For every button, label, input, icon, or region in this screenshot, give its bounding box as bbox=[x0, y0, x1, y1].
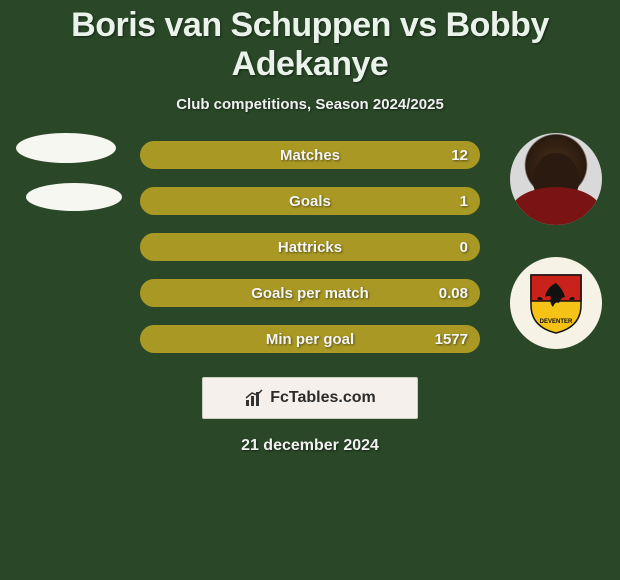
stat-right-value: 12 bbox=[451, 147, 468, 164]
page-title: Boris van Schuppen vs Bobby Adekanye bbox=[0, 6, 620, 84]
stat-label: Hattricks bbox=[278, 239, 342, 256]
comparison-content: DEVENTER Matches 12 Goals 1 Hattricks 0 … bbox=[0, 141, 620, 455]
logo-text: FcTables.com bbox=[270, 389, 376, 407]
left-player-placeholder-2 bbox=[26, 183, 122, 211]
right-club-badge: DEVENTER bbox=[510, 257, 602, 349]
stat-bar-goals-per-match: Goals per match 0.08 bbox=[140, 279, 480, 307]
stat-right-value: 0.08 bbox=[439, 285, 468, 302]
stat-bar-hattricks: Hattricks 0 bbox=[140, 233, 480, 261]
stat-label: Goals per match bbox=[251, 285, 369, 302]
date-text: 21 december 2024 bbox=[0, 437, 620, 455]
stat-bars: Matches 12 Goals 1 Hattricks 0 Goals per… bbox=[140, 141, 480, 353]
stat-right-value: 1 bbox=[460, 193, 468, 210]
stat-right-value: 0 bbox=[460, 239, 468, 256]
stat-bar-matches: Matches 12 bbox=[140, 141, 480, 169]
stat-label: Min per goal bbox=[266, 331, 354, 348]
right-player-photo bbox=[510, 133, 602, 225]
left-player-column bbox=[10, 133, 122, 211]
stat-label: Goals bbox=[289, 193, 331, 210]
left-player-placeholder-1 bbox=[16, 133, 116, 163]
fctables-logo[interactable]: FcTables.com bbox=[202, 377, 418, 419]
chart-icon bbox=[244, 388, 264, 408]
svg-text:DEVENTER: DEVENTER bbox=[540, 319, 573, 325]
right-player-column: DEVENTER bbox=[510, 133, 602, 349]
stat-bar-min-per-goal: Min per goal 1577 bbox=[140, 325, 480, 353]
stat-label: Matches bbox=[280, 147, 340, 164]
stat-right-value: 1577 bbox=[435, 331, 468, 348]
subtitle: Club competitions, Season 2024/2025 bbox=[0, 96, 620, 113]
stat-bar-goals: Goals 1 bbox=[140, 187, 480, 215]
club-shield-icon: DEVENTER bbox=[527, 271, 585, 335]
